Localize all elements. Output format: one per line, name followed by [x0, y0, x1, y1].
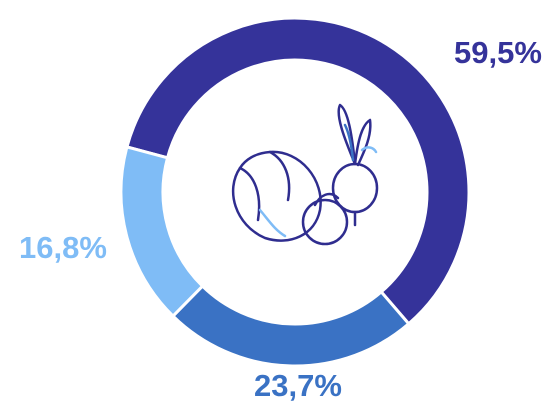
donut-segment: [173, 286, 409, 366]
value-label: 23,7%: [254, 368, 342, 403]
chart: 59,5% 23,7% 16,8%: [0, 0, 557, 406]
donut-segment: [121, 147, 202, 316]
value-label: 59,5%: [454, 35, 542, 70]
vegetables-icon: [233, 105, 377, 244]
value-label: 16,8%: [19, 230, 107, 265]
